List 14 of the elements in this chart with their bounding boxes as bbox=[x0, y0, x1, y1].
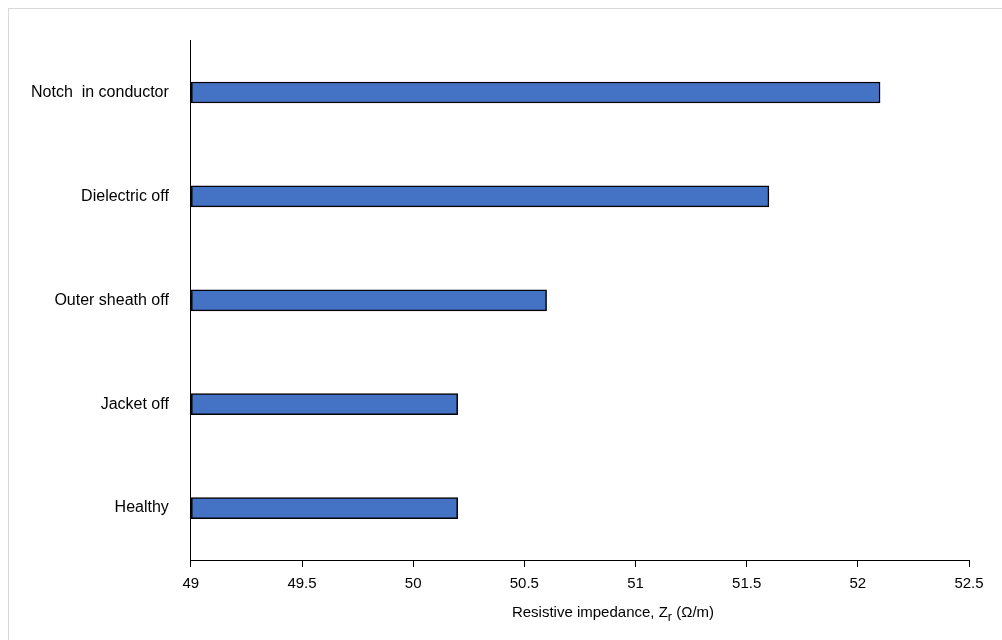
x-tick-label: 49.5 bbox=[287, 574, 317, 592]
x-tick-label: 51 bbox=[627, 574, 644, 592]
y-tick-label: Healthy bbox=[114, 498, 169, 516]
x-tick-label: 51.5 bbox=[732, 574, 762, 592]
y-tick-label: Notch in conductor bbox=[30, 82, 170, 100]
x-tick-label: 52 bbox=[849, 574, 867, 592]
y-tick-label: Outer sheath off bbox=[54, 290, 170, 308]
x-tick-label: 52.5 bbox=[954, 574, 984, 592]
x-tick-label: 50.5 bbox=[509, 574, 539, 592]
x-axis-title: Resistive impedance, Z$_{r}$ (Ω/m) bbox=[510, 603, 716, 624]
x-tick-label: 49 bbox=[182, 574, 200, 592]
y-tick-label: Dielectric off bbox=[81, 186, 170, 204]
y-tick-label: Jacket off bbox=[100, 394, 170, 412]
x-tick-label: 50 bbox=[404, 574, 422, 592]
